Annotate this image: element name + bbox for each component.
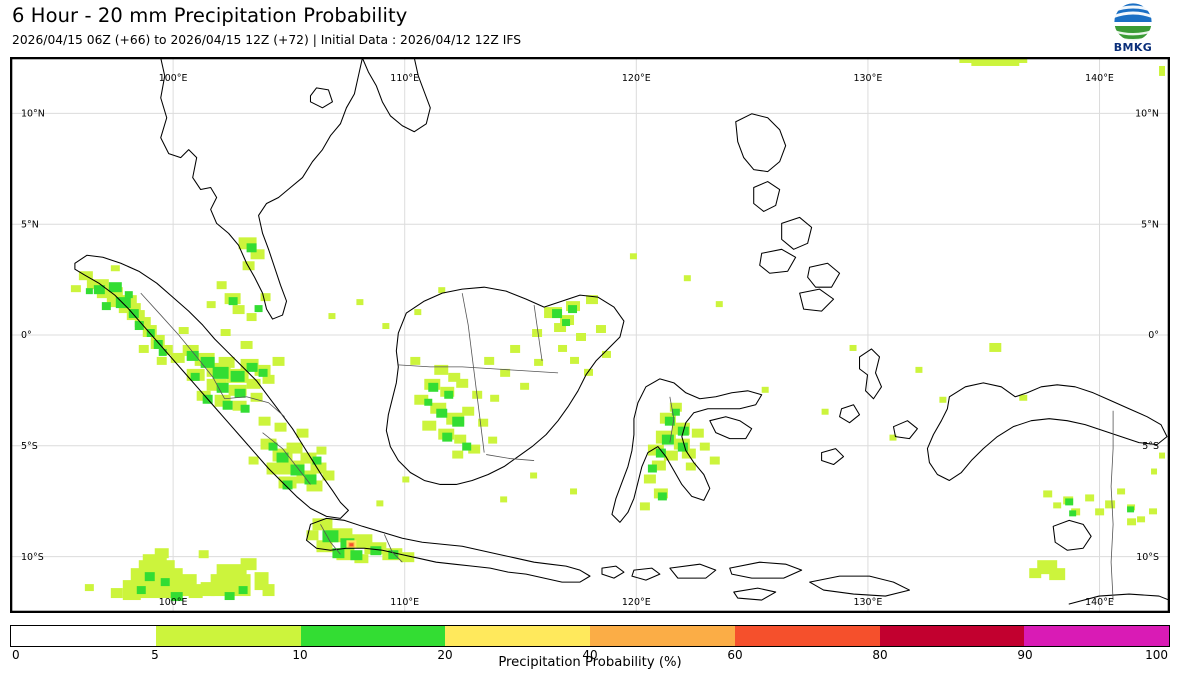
- colorbar-segment-80-90: [879, 626, 1025, 646]
- colorbar-tick-10: 10: [292, 648, 308, 662]
- colorbar-segment-10-20: [300, 626, 446, 646]
- colorbar-container: 0 5 10 20 40 60 80 90 100: [10, 625, 1170, 662]
- lon-label-bottom-4: 140°E: [1085, 597, 1114, 608]
- shading-sumatra-central-hi: [186, 350, 268, 413]
- lon-label-bottom-2: 120°E: [622, 597, 651, 608]
- lon-label-top-3: 130°E: [854, 73, 883, 84]
- colorbar-tick-60: 60: [727, 648, 743, 662]
- lat-label-left-4: 10°S: [21, 552, 44, 563]
- shading-indian-ocean-hi: [136, 572, 248, 602]
- shading-sumatra-north-hi: [85, 282, 167, 356]
- map-lon-labels-bottom: 100°E 110°E 120°E 130°E 140°E: [159, 597, 1114, 608]
- map-lat-labels-left: 10°N 5°N 0° 5°S 10°S: [21, 109, 45, 563]
- colorbar-tick-90: 90: [1017, 648, 1033, 662]
- colorbar-tick-80: 80: [872, 648, 888, 662]
- lat-label-left-0: 10°N: [21, 109, 45, 120]
- map-coastlines: [74, 58, 1169, 605]
- page-header: 6 Hour - 20 mm Precipitation Probability…: [0, 0, 1180, 57]
- bmkg-logo: BMKG: [1100, 2, 1166, 54]
- shading-sulawesi: [639, 402, 720, 511]
- shading-scattered-cells: [328, 65, 1166, 507]
- lat-label-right-1: 5°N: [1141, 219, 1159, 230]
- lon-label-bottom-1: 110°E: [390, 597, 419, 608]
- colorbar-segment-90-100: [1024, 626, 1169, 646]
- lon-label-top-1: 110°E: [390, 73, 419, 84]
- precipitation-probability-map[interactable]: 100°E 110°E 120°E 130°E 140°E 100°E 110°…: [11, 58, 1169, 612]
- lon-label-top-2: 120°E: [622, 73, 651, 84]
- colorbar-tick-0: 0: [12, 648, 20, 662]
- colorbar-segment-0-5: [11, 626, 156, 646]
- lat-label-left-3: 5°S: [21, 441, 38, 452]
- map-lon-labels-top: 100°E 110°E 120°E 130°E 140°E: [159, 73, 1114, 84]
- shading-malay-peninsula-hi: [228, 243, 263, 313]
- colorbar-tick-20: 20: [437, 648, 453, 662]
- bmkg-logo-text: BMKG: [1113, 41, 1153, 54]
- lon-label-top-4: 140°E: [1085, 73, 1114, 84]
- shading-sumatra-south-hi: [268, 442, 322, 490]
- precipitation-shading-layer: [70, 58, 1166, 602]
- colorbar-tick-40: 40: [582, 648, 598, 662]
- lat-label-right-2: 0°: [1148, 330, 1159, 341]
- bmkg-logo-icon: [1113, 2, 1153, 42]
- colorbar-tick-100: 100: [1145, 648, 1168, 662]
- lat-label-right-3: 5°S: [1142, 441, 1159, 452]
- shading-java-west-peak: [346, 540, 357, 549]
- colorbar-segment-40-60: [590, 626, 735, 646]
- colorbar-segment-60-80: [734, 626, 880, 646]
- shading-papua-hi: [1065, 498, 1135, 517]
- colorbar-segment-20-40: [445, 626, 590, 646]
- colorbar[interactable]: [10, 625, 1170, 647]
- shading-pacific-north: [959, 58, 1028, 66]
- page-subtitle: 2026/04/15 06Z (+66) to 2026/04/15 12Z (…: [12, 33, 522, 47]
- shading-kalimantan-west-hi: [424, 382, 472, 451]
- map-gridlines: [11, 58, 1169, 612]
- shading-kalimantan-north-hi: [552, 305, 578, 327]
- lat-label-left-1: 5°N: [21, 219, 39, 230]
- shading-arafura: [1029, 560, 1066, 581]
- colorbar-axis-label: Precipitation Probability (%): [498, 655, 682, 670]
- map-admin-borders: [140, 292, 1114, 601]
- page-title: 6 Hour - 20 mm Precipitation Probability: [12, 4, 408, 27]
- map-panel[interactable]: 100°E 110°E 120°E 130°E 140°E 100°E 110°…: [10, 57, 1170, 613]
- lon-label-bottom-0: 100°E: [159, 597, 188, 608]
- lat-label-right-0: 10°N: [1135, 109, 1159, 120]
- colorbar-tick-labels: 0 5 10 20 40 60 80 90 100: [10, 648, 1170, 664]
- colorbar-tick-5: 5: [151, 648, 159, 662]
- lon-label-top-0: 100°E: [159, 73, 188, 84]
- lat-label-right-4: 10°S: [1136, 552, 1159, 563]
- shading-sumatra-north: [70, 265, 173, 365]
- lat-label-left-2: 0°: [21, 330, 32, 341]
- lon-label-bottom-3: 130°E: [854, 597, 883, 608]
- map-lat-labels-right: 10°N 5°N 0° 5°S 10°S: [1135, 109, 1159, 563]
- shading-papua: [989, 342, 1158, 526]
- colorbar-segment-5-10: [155, 626, 301, 646]
